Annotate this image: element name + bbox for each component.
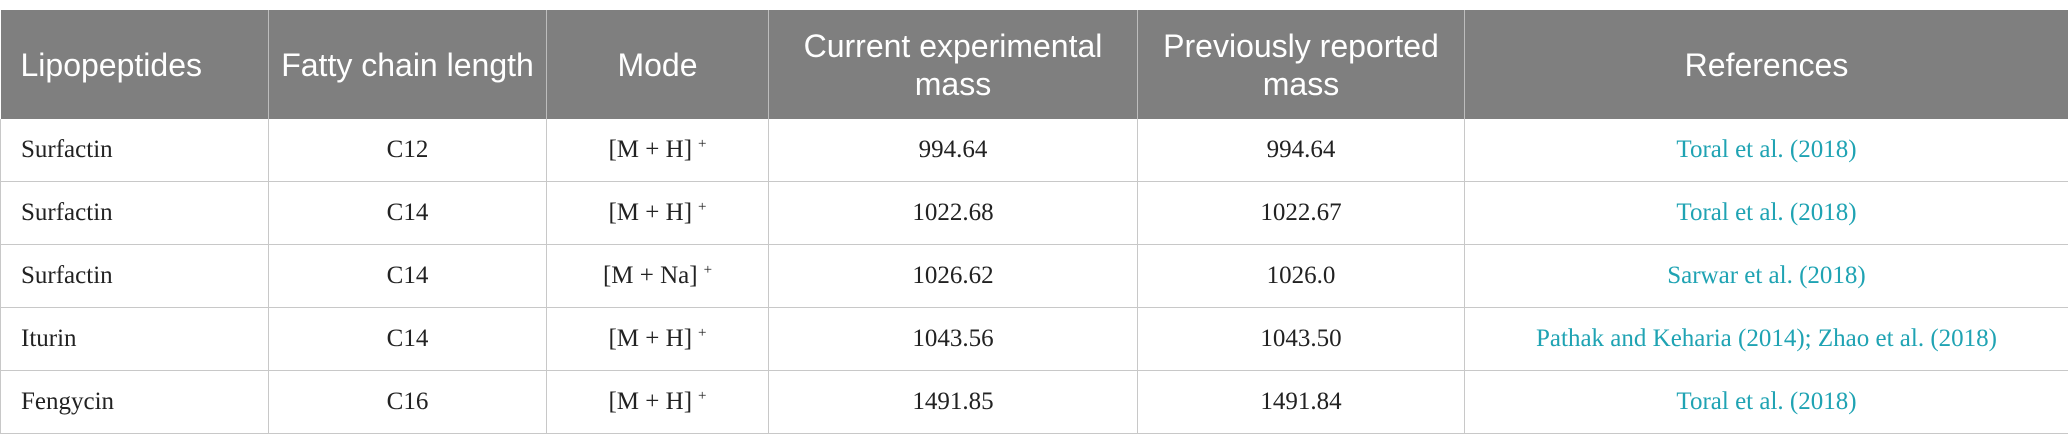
table-cell: C14 (268, 244, 547, 308)
reference-cell: Pathak and Keharia (2014); Zhao et al. (… (1464, 307, 2068, 371)
table-cell: 1043.50 (1137, 307, 1465, 371)
reference-cell: Toral et al. (2018) (1464, 181, 2068, 245)
mode-cell: [M + Na] + (546, 244, 769, 308)
header-row: Lipopeptides Fatty chain length Mode Curren… (0, 10, 2068, 119)
table-cell: 1022.67 (1137, 181, 1465, 245)
table-cell: Iturin (0, 307, 269, 371)
charge: + (698, 325, 707, 341)
ion: [M + H] (608, 199, 693, 226)
ion: [M + Na] (602, 262, 698, 289)
reference-cell: Sarwar et al. (2018) (1464, 244, 2068, 308)
table-cell: 1026.0 (1137, 244, 1465, 308)
table-body: Surfactin C12 [M + H] +994.64 994.64 Toral et… (0, 119, 2068, 434)
mode-cell: [M + H] + (546, 370, 769, 434)
table-cell: 994.64 (768, 119, 1138, 182)
table-row: Iturin C14 [M + H] +1043.56 1043.50 Pathak an… (0, 307, 2068, 371)
column-header: Fatty chain length (268, 10, 547, 119)
ion: [M + H] (608, 136, 693, 163)
table-cell: C16 (268, 370, 547, 434)
charge: + (698, 199, 707, 215)
charge: + (698, 136, 707, 152)
table-row: Surfactin C12 [M + H] +994.64 994.64 Toral et… (0, 119, 2068, 182)
table-cell: C14 (268, 181, 547, 245)
column-header: Previously reported mass (1137, 10, 1465, 119)
reference-cell: Toral et al. (2018) (1464, 370, 2068, 434)
data-table: Lipopeptides Fatty chain length Mode Curren… (0, 10, 2068, 434)
table-cell: 1491.84 (1137, 370, 1465, 434)
mode-cell: [M + H] + (546, 181, 769, 245)
reference-link[interactable]: Toral et al. (2018) (1676, 199, 1857, 226)
table-cell: Surfactin (0, 181, 269, 245)
column-header: Lipopeptides (0, 10, 269, 119)
table-cell: Surfactin (0, 119, 269, 182)
table-row: Surfactin C14 [M + Na] +1026.62 1026.0 Sarwar… (0, 244, 2068, 308)
reference-link[interactable]: Pathak and Keharia (2014); Zhao et al. (… (1536, 325, 1997, 352)
table-cell: Fengycin (0, 370, 269, 434)
column-header: Current experimental mass (768, 10, 1138, 119)
table-cell: C14 (268, 307, 547, 371)
ion: [M + H] (608, 388, 693, 415)
mode-cell: [M + H] + (546, 307, 769, 371)
table-row: Fengycin C16 [M + H] +1491.85 1491.84 Toral e… (0, 370, 2068, 434)
table-cell: Surfactin (0, 244, 269, 308)
table-cell: 1043.56 (768, 307, 1138, 371)
charge: + (698, 388, 707, 404)
charge: + (703, 262, 713, 278)
reference-link[interactable]: Toral et al. (2018) (1676, 136, 1857, 163)
reference-link[interactable]: Toral et al. (2018) (1676, 388, 1857, 415)
table-row: Surfactin C14 [M + H] +1022.68 1022.67 Toral … (0, 181, 2068, 245)
column-header: References (1464, 10, 2068, 119)
ion: [M + H] (608, 325, 693, 352)
mode-cell: [M + H] + (546, 119, 769, 182)
reference-link[interactable]: Sarwar et al. (2018) (1667, 262, 1866, 289)
column-header: Mode (546, 10, 769, 119)
reference-cell: Toral et al. (2018) (1464, 119, 2068, 182)
table-cell: 1026.62 (768, 244, 1138, 308)
table-cell: 994.64 (1137, 119, 1465, 182)
table-cell: C12 (268, 119, 547, 182)
table-cell: 1491.85 (768, 370, 1138, 434)
table-cell: 1022.68 (768, 181, 1138, 245)
